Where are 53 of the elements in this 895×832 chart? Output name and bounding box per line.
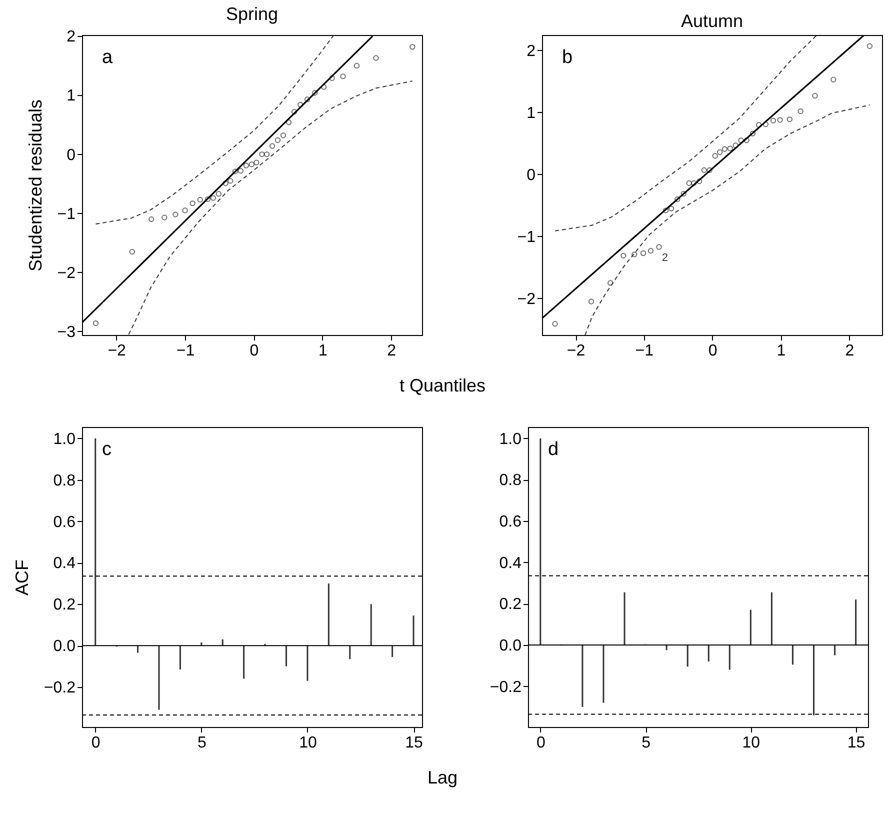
annotation: b xyxy=(562,47,573,68)
x-tick-label: 2 xyxy=(387,342,396,360)
x-tick-label: 15 xyxy=(847,734,866,752)
x-tick-label: −1 xyxy=(176,342,195,360)
y-tick-label: 0.8 xyxy=(53,472,76,490)
x-tick-label: 1 xyxy=(318,342,328,360)
y-tick-label: 0.2 xyxy=(499,596,522,614)
y-tick-label: 1 xyxy=(526,104,536,122)
x-tick-label: 5 xyxy=(197,734,206,752)
y-tick-label: −2 xyxy=(57,264,76,282)
x-tick-label: 15 xyxy=(405,734,424,752)
y-tick-label: 0.6 xyxy=(53,514,76,531)
x-tick-label: 10 xyxy=(742,734,760,752)
x-tick-label: 5 xyxy=(642,734,651,752)
y-tick-label: −3 xyxy=(57,324,76,341)
x-tick-label: 0 xyxy=(708,342,718,360)
y-axis-title: ACF xyxy=(12,559,32,596)
annotation: d xyxy=(548,439,559,460)
chart-title: Autumn xyxy=(680,11,744,31)
y-tick-label: −0.2 xyxy=(490,678,522,696)
x-tick-label: −1 xyxy=(635,342,654,360)
y-tick-label: 0 xyxy=(526,166,536,184)
x-tick-label: 2 xyxy=(845,342,854,360)
annotation: 2 xyxy=(662,252,668,264)
y-tick-label: 0.4 xyxy=(53,555,76,572)
y-tick-label: 0.8 xyxy=(499,472,522,490)
x-tick-label: 1 xyxy=(776,342,786,360)
y-axis-title: Studentized residuals xyxy=(25,99,46,272)
y-tick-label: 1.0 xyxy=(53,430,76,448)
y-tick-label: 1 xyxy=(66,88,76,105)
x-axis-title: t Quantiles xyxy=(399,376,486,396)
y-tick-label: 2 xyxy=(526,42,536,60)
x-tick-label: −2 xyxy=(566,342,586,360)
y-tick-label: 0.6 xyxy=(499,514,522,531)
y-tick-label: 0.0 xyxy=(53,638,76,656)
x-tick-label: 0 xyxy=(91,734,100,752)
y-tick-label: −1 xyxy=(57,206,76,223)
annotation: a xyxy=(102,47,113,68)
y-tick-label: 0.4 xyxy=(499,554,522,572)
y-tick-label: 1.0 xyxy=(499,430,522,448)
annotation: c xyxy=(102,439,112,460)
x-tick-label: 10 xyxy=(299,734,317,752)
x-tick-label: 0 xyxy=(250,342,259,360)
y-tick-label: −2 xyxy=(517,290,536,308)
y-tick-label: 0.2 xyxy=(53,596,76,614)
y-tick-label: 0 xyxy=(66,146,76,164)
chart-title: Spring xyxy=(226,4,278,24)
x-axis-title: Lag xyxy=(427,768,458,788)
y-tick-label: −0.2 xyxy=(44,680,76,697)
y-tick-label: 0.0 xyxy=(499,637,522,654)
x-tick-label: −2 xyxy=(108,342,126,360)
y-tick-label: 2 xyxy=(66,28,76,46)
y-tick-label: −1 xyxy=(517,228,536,246)
